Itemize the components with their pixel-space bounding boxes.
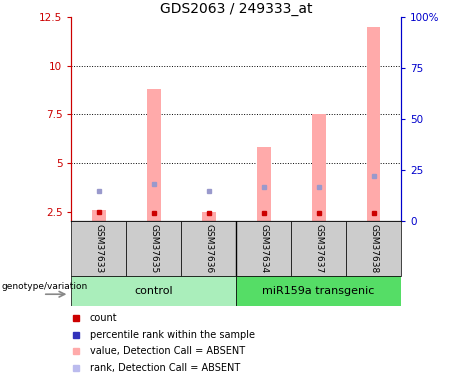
Bar	[291, 221, 346, 276]
Bar	[236, 221, 291, 276]
Text: value, Detection Call = ABSENT: value, Detection Call = ABSENT	[89, 346, 245, 356]
Text: GSM37637: GSM37637	[314, 224, 323, 273]
Bar	[71, 276, 236, 306]
Text: rank, Detection Call = ABSENT: rank, Detection Call = ABSENT	[89, 363, 240, 373]
Bar	[367, 27, 380, 221]
Title: GDS2063 / 249333_at: GDS2063 / 249333_at	[160, 2, 313, 16]
Bar	[147, 89, 161, 221]
Bar	[202, 211, 216, 221]
Text: GSM37633: GSM37633	[95, 224, 103, 273]
Text: GSM37636: GSM37636	[204, 224, 213, 273]
Bar	[126, 221, 181, 276]
Text: GSM37634: GSM37634	[259, 224, 268, 273]
Text: count: count	[89, 313, 117, 323]
Bar	[346, 221, 401, 276]
Text: miR159a transgenic: miR159a transgenic	[262, 286, 375, 296]
Text: GSM37638: GSM37638	[369, 224, 378, 273]
Bar	[236, 276, 401, 306]
Bar	[71, 221, 126, 276]
Text: control: control	[135, 286, 173, 296]
Bar	[257, 147, 271, 221]
Text: GSM37635: GSM37635	[149, 224, 159, 273]
Bar	[92, 210, 106, 221]
Text: genotype/variation: genotype/variation	[1, 282, 88, 291]
Text: percentile rank within the sample: percentile rank within the sample	[89, 330, 254, 340]
Bar	[181, 221, 236, 276]
Bar	[312, 114, 325, 221]
